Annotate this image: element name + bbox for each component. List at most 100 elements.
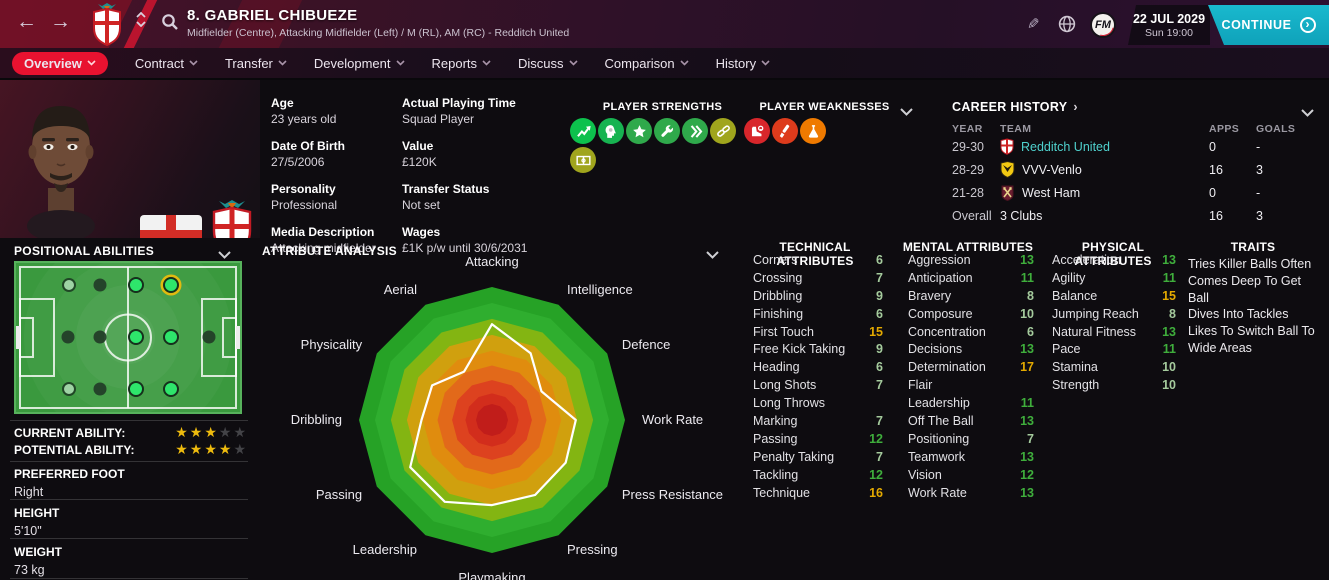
vvv-crest-icon [1000, 161, 1015, 178]
page-title: 8. GABRIEL CHIBUEZE [187, 7, 358, 24]
attribute-value: 8 [1027, 288, 1034, 303]
attribute-name: Aggression [908, 252, 971, 267]
radar-axis-label: Attacking [465, 254, 518, 269]
tab-comparison[interactable]: Comparison [605, 56, 689, 71]
attribute-name: Natural Fitness [1052, 324, 1137, 339]
player-photo-panel: Contracted to Redditch United 2 U21 caps… [0, 80, 260, 238]
fm-logo-arc [1092, 14, 1114, 36]
radar-axis-label: Leadership [353, 542, 417, 557]
divider [10, 420, 248, 421]
attribute-name: Balance [1052, 288, 1098, 303]
career-team-link[interactable]: West Ham [1022, 185, 1081, 200]
boot-icon [744, 118, 770, 144]
tab-contract[interactable]: Contract [135, 56, 198, 71]
career-column-header: TEAM [1000, 123, 1032, 135]
position-dot-bright [127, 329, 144, 346]
club-crest-small[interactable] [90, 2, 124, 48]
info-value: Attacking midfielder [271, 241, 376, 255]
career-apps: 0 [1209, 185, 1216, 200]
tab-development[interactable]: Development [314, 56, 405, 71]
top-bar: ← → 8. GABRIEL CHIBUEZE Midfielder (Cent… [0, 0, 1329, 48]
attribute-analysis-title: ATTRIBUTE ANALYSIS [262, 244, 397, 258]
attribute-name: Crossing [753, 270, 803, 285]
attribute-name: Leadership [908, 396, 970, 411]
career-history-link[interactable]: CAREER HISTORY › [952, 100, 1316, 114]
tab-history[interactable]: History [716, 56, 770, 71]
edit-pencil-icon[interactable]: ✎ [1027, 16, 1040, 33]
attribute-name: Concentration [908, 324, 986, 339]
career-team-cell: West Ham [1000, 185, 1209, 201]
tab-overview[interactable]: Overview [12, 51, 108, 75]
redditch-crest-icon [1000, 138, 1014, 155]
position-dot-bright [163, 329, 180, 346]
back-arrow-icon[interactable]: ← [16, 10, 37, 33]
player-switch-stepper[interactable] [136, 12, 146, 27]
game-date: 22 JUL 2029 [1132, 11, 1206, 26]
attribute-row: Leadership 11 [908, 394, 1034, 412]
attribute-name: Agility [1052, 270, 1086, 285]
tab-label: History [715, 55, 757, 71]
career-row: 29-30 Redditch United 0 - [952, 135, 1316, 158]
attribute-value: 13 [1020, 252, 1034, 267]
technical-attributes-title: TECHNICAL ATTRIBUTES [776, 240, 854, 268]
search-icon[interactable] [161, 13, 179, 36]
attribute-row: Composure 10 [908, 305, 1034, 323]
tab-reports[interactable]: Reports [432, 56, 492, 71]
radar-axis-label: Pressing [567, 542, 618, 557]
tab-transfer[interactable]: Transfer [225, 56, 287, 71]
positional-collapse-chevron-icon[interactable] [218, 246, 231, 264]
attribute-row: Finishing 6 [753, 305, 883, 323]
career-year: 21-28 [952, 185, 984, 200]
attribute-value: 13 [1020, 413, 1034, 428]
position-dot-selected [163, 277, 180, 294]
career-column-header: APPS [1209, 123, 1240, 135]
player-strengths-icons [570, 118, 736, 144]
attribute-name: Passing [753, 431, 798, 446]
player-photo [27, 106, 95, 238]
attribute-row: Concentration 6 [908, 323, 1034, 341]
career-table-header: YEAR TEAM APPS GOALS [952, 123, 1316, 135]
career-collapse-chevron-icon[interactable] [1301, 104, 1314, 122]
attribute-row: Free Kick Taking 9 [753, 340, 883, 358]
radar-axis-label: Intelligence [567, 282, 633, 297]
radar-axis-label: Dribbling [291, 412, 342, 427]
forward-arrow-icon[interactable]: → [50, 10, 71, 33]
career-history-arrow-icon: › [1073, 100, 1078, 114]
attribute-value: 11 [1020, 270, 1034, 285]
chevron-down-icon [680, 60, 689, 66]
globe-icon[interactable] [1058, 15, 1076, 38]
attribute-row: Natural Fitness 13 [1052, 323, 1176, 341]
career-row: 21-28 West Ham 0 - [952, 181, 1316, 204]
attribute-value: 17 [1020, 360, 1034, 375]
player-header: 8. GABRIEL CHIBUEZE Midfielder (Centre),… [187, 7, 569, 39]
info-field: Personality Professional [271, 182, 401, 212]
attribute-value: 13 [1020, 449, 1034, 464]
position-dot-pale [62, 278, 77, 293]
detail-value: 5'10" [14, 524, 42, 538]
attribute-row: Pace 11 [1052, 340, 1176, 358]
attribute-value: 10 [1162, 360, 1176, 375]
info-field: Age 23 years old [271, 96, 401, 126]
continue-button[interactable]: CONTINUE › [1208, 5, 1329, 45]
attribute-value: 12 [869, 467, 883, 482]
chevron-down-icon [87, 60, 96, 66]
attribute-row: Anticipation 11 [908, 269, 1034, 287]
physical-attributes-list: Acceleration 13 Agility 11 Balance 15 Jumping … [1052, 251, 1176, 394]
career-team-link[interactable]: Redditch United [1021, 139, 1110, 154]
attribute-row: Balance 15 [1052, 287, 1176, 305]
career-team-link[interactable]: VVV-Venlo [1022, 162, 1082, 177]
info-field: Wages £1K p/w until 30/6/2031 [402, 225, 567, 255]
tab-discuss[interactable]: Discuss [518, 56, 578, 71]
attribute-value: 7 [876, 449, 883, 464]
attribute-row: Teamwork 13 [908, 448, 1034, 466]
attribute-analysis-collapse-chevron-icon[interactable] [706, 246, 719, 264]
attribute-value: 15 [1162, 288, 1176, 303]
attribute-value: 15 [869, 324, 883, 339]
strengths-collapse-chevron-icon[interactable] [900, 103, 913, 121]
trait-item: Dives Into Tackles [1188, 307, 1289, 322]
attribute-name: Off The Ball [908, 413, 974, 428]
info-value: Professional [271, 198, 338, 212]
attribute-row: Marking 7 [753, 412, 883, 430]
attribute-row: First Touch 15 [753, 323, 883, 341]
career-goals: 3 [1256, 208, 1263, 223]
